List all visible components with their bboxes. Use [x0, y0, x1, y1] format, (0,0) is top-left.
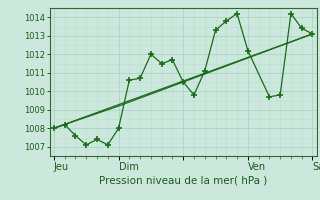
X-axis label: Pression niveau de la mer( hPa ): Pression niveau de la mer( hPa )	[99, 176, 267, 186]
